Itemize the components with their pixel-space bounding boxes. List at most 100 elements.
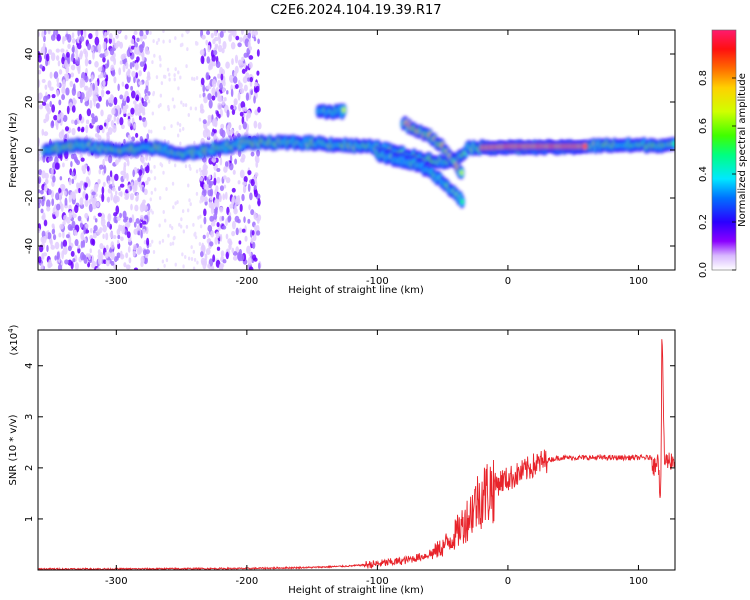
spectrogram-noise-cell xyxy=(139,135,143,142)
spectrogram-noise-cell xyxy=(229,135,233,142)
spectrogram-noise-cell xyxy=(84,198,89,207)
spectrogram-noise-cell xyxy=(132,169,135,178)
spectrogram-noise-cell xyxy=(88,253,91,261)
spectrogram-noise-cell xyxy=(167,233,170,238)
snr-frame xyxy=(37,329,676,571)
spectrogram-noise-cell xyxy=(181,33,184,38)
spectrogram-noise-cell xyxy=(72,192,76,201)
spectrogram-noise-cell xyxy=(71,32,75,39)
spectrogram-noise-cell xyxy=(254,81,258,87)
snr-x-tick-label: -300 xyxy=(105,576,128,587)
spectrogram-noise-cell xyxy=(254,213,259,221)
spectrogram-noise-cell xyxy=(247,218,251,224)
spectrogram-noise-cell xyxy=(189,202,192,207)
snr-y-tick-label: 3 xyxy=(24,414,35,420)
spectrogram-noise-cell xyxy=(120,54,125,61)
spectrogram-noise-cell xyxy=(71,220,76,229)
spectrogram-noise-cell xyxy=(202,84,206,93)
spectrogram-y-ticks: -40 -20 0 20 40 xyxy=(24,48,675,254)
spectrogram-noise-cell xyxy=(240,101,246,109)
spectrogram-noise-cell xyxy=(88,199,92,205)
spectrogram-noise-cell xyxy=(166,67,170,72)
spectrogram-noise-cell xyxy=(142,228,146,234)
spectrogram-noise-cell xyxy=(64,59,68,69)
spectrogram-noise-cell xyxy=(104,50,109,57)
spectrogram-noise-cell xyxy=(42,212,46,221)
spectrogram-noise-cell xyxy=(241,68,246,74)
spectrogram-noise-cell xyxy=(184,164,188,169)
spectrogram-noise-cell xyxy=(64,259,69,265)
spectrogram-noise-cell xyxy=(126,172,129,182)
spectrogram-noise-cell xyxy=(248,204,251,211)
spectrogram-noise-cell xyxy=(176,133,180,138)
spectrogram-noise-cell xyxy=(193,77,196,82)
spectrogram-noise-cell xyxy=(169,242,172,247)
spectrogram-noise-cell xyxy=(149,197,152,202)
spectrogram-noise-cell xyxy=(242,76,248,84)
spectrogram-y-axis-label: Frequency (Hz) xyxy=(8,112,19,188)
spectrogram-noise-cell xyxy=(207,225,213,232)
spectrogram-noise-cell xyxy=(70,160,73,168)
spectrogram-noise-cell xyxy=(90,46,94,52)
spectrogram-noise-cell xyxy=(52,207,56,215)
spectrogram-noise-cell xyxy=(122,63,126,73)
spectrogram-noise-cell xyxy=(243,216,246,223)
spectrogram-noise-cell xyxy=(157,104,161,109)
spectrogram-noise-cell xyxy=(122,106,127,115)
spectrogram-noise-cell xyxy=(141,41,145,49)
spectrogram-noise-cell xyxy=(231,198,234,206)
spectrogram-noise-cell xyxy=(178,222,181,227)
spectrogram-noise-cell xyxy=(117,83,120,92)
spectrogram-noise-cell xyxy=(57,60,61,67)
spectrogram-noise-cell xyxy=(143,214,149,220)
spectrogram-noise-cell xyxy=(147,210,151,216)
spectrogram-noise-cell xyxy=(124,216,129,221)
spectrogram-noise-cell xyxy=(46,232,52,240)
spectrogram-noise-cell xyxy=(226,109,230,118)
spectrogram-noise-cell xyxy=(247,257,252,266)
spectrogram-noise-cell xyxy=(230,78,234,84)
spectrogram-noise-cell xyxy=(202,119,207,125)
spectrogram-noise-cell xyxy=(53,114,58,121)
spectrogram-noise-cell xyxy=(65,234,70,239)
spectrogram-noise-cell xyxy=(39,64,43,69)
spectrogram-noise-cell xyxy=(202,129,208,138)
spectrogram-noise-cell xyxy=(116,239,120,245)
spectrogram-noise-cell xyxy=(102,224,107,233)
spectrogram-noise-cell xyxy=(84,75,89,83)
spectrogram-noise-cell xyxy=(223,175,227,180)
spectrogram-noise-cell xyxy=(121,81,125,87)
spectrogram-noise-cell xyxy=(119,60,123,65)
spectrogram-noise-cell xyxy=(240,30,244,35)
spectrogram-noise-cell xyxy=(126,159,130,167)
spectrogram-noise-cell xyxy=(96,229,101,236)
spectrogram-noise-cell xyxy=(226,124,230,133)
spectrogram-noise-cell xyxy=(219,157,223,166)
spectrogram-noise-cell xyxy=(119,183,125,188)
spectrogram-noise-cell xyxy=(192,249,196,254)
spectrogram-noise-cell xyxy=(224,161,229,168)
snr-x-tick-label: -100 xyxy=(366,576,389,587)
spectrogram-noise-cell xyxy=(200,55,205,65)
spectrogram-noise-cell xyxy=(141,117,146,122)
spectrogram-noise-cell xyxy=(228,215,232,222)
spectrogram-noise-cell xyxy=(106,244,109,250)
colorbar-tick-label: 0.0 xyxy=(698,262,709,278)
spectrogram-noise-cell xyxy=(170,225,174,230)
spectrogram-noise-cell xyxy=(238,63,244,69)
spectrogram-y-tick-label: 20 xyxy=(24,96,35,109)
spectrogram-noise-cell xyxy=(257,38,260,45)
spectrogram-noise-cell xyxy=(200,251,204,258)
spectrogram-noise-cell xyxy=(103,122,107,127)
spectrogram-noise-cell xyxy=(155,75,159,80)
snr-panel: -300 -200 -100 0 100 1 2 3 4 Height of straight… xyxy=(7,324,676,596)
spectrogram-noise-cell xyxy=(132,60,135,68)
spectrogram-noise-cell xyxy=(89,248,92,254)
spectrogram-noise-cell xyxy=(102,181,106,187)
spectrogram-noise-cell xyxy=(187,112,190,117)
spectrogram-noise-cell xyxy=(142,106,146,114)
spectrogram-noise-cell xyxy=(211,131,215,137)
spectrogram-noise-cell xyxy=(241,228,246,233)
spectrogram-noise-cell xyxy=(60,183,65,190)
spectrogram-noise-cell xyxy=(55,192,60,201)
